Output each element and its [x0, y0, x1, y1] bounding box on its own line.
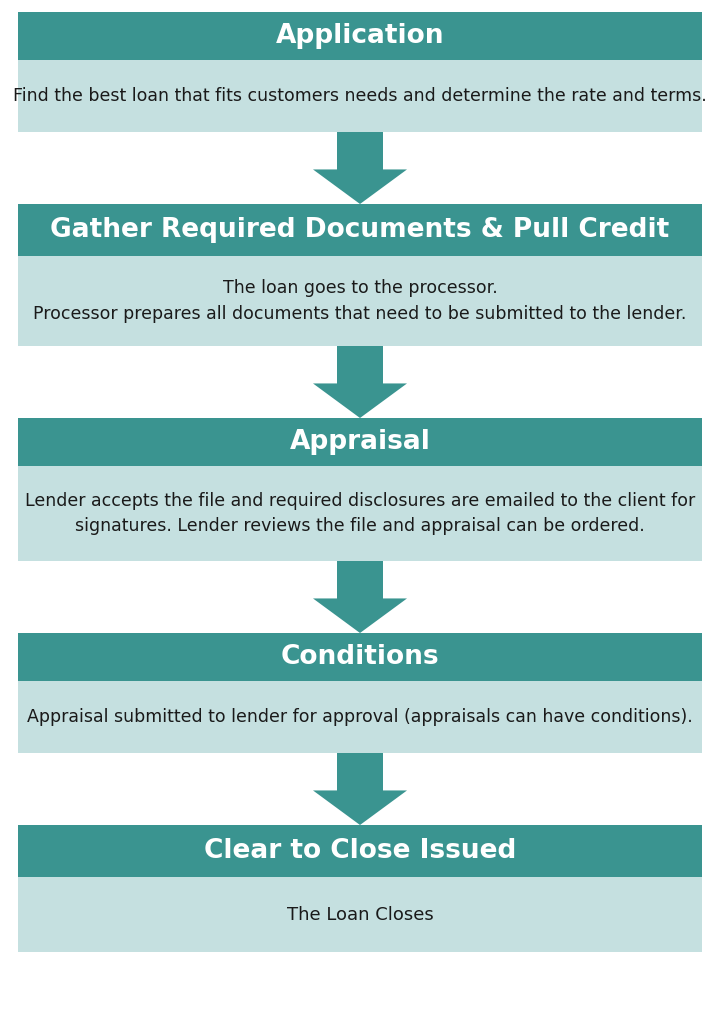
Polygon shape: [313, 753, 407, 825]
Text: The Loan Closes: The Loan Closes: [287, 905, 433, 924]
Text: Find the best loan that fits customers needs and determine the rate and terms.: Find the best loan that fits customers n…: [13, 87, 707, 105]
Text: Application: Application: [276, 23, 444, 49]
Text: Appraisal submitted to lender for approval (appraisals can have conditions).: Appraisal submitted to lender for approv…: [27, 708, 693, 726]
Text: The loan goes to the processor.
Processor prepares all documents that need to be: The loan goes to the processor. Processo…: [33, 280, 687, 323]
Polygon shape: [313, 346, 407, 418]
Bar: [18, 418, 702, 466]
Text: Appraisal: Appraisal: [289, 429, 431, 455]
Bar: [18, 256, 702, 346]
Bar: [18, 204, 702, 256]
Text: Clear to Close Issued: Clear to Close Issued: [204, 838, 516, 864]
Bar: [18, 877, 702, 952]
Bar: [18, 466, 702, 561]
Bar: [18, 12, 702, 60]
Polygon shape: [313, 132, 407, 204]
Text: Conditions: Conditions: [281, 644, 439, 670]
Bar: [18, 681, 702, 753]
Bar: [18, 825, 702, 877]
Text: Lender accepts the file and required disclosures are emailed to the client for
s: Lender accepts the file and required dis…: [25, 492, 695, 536]
Bar: [18, 633, 702, 681]
Polygon shape: [313, 561, 407, 633]
Text: Gather Required Documents & Pull Credit: Gather Required Documents & Pull Credit: [50, 217, 670, 243]
Bar: [18, 60, 702, 132]
